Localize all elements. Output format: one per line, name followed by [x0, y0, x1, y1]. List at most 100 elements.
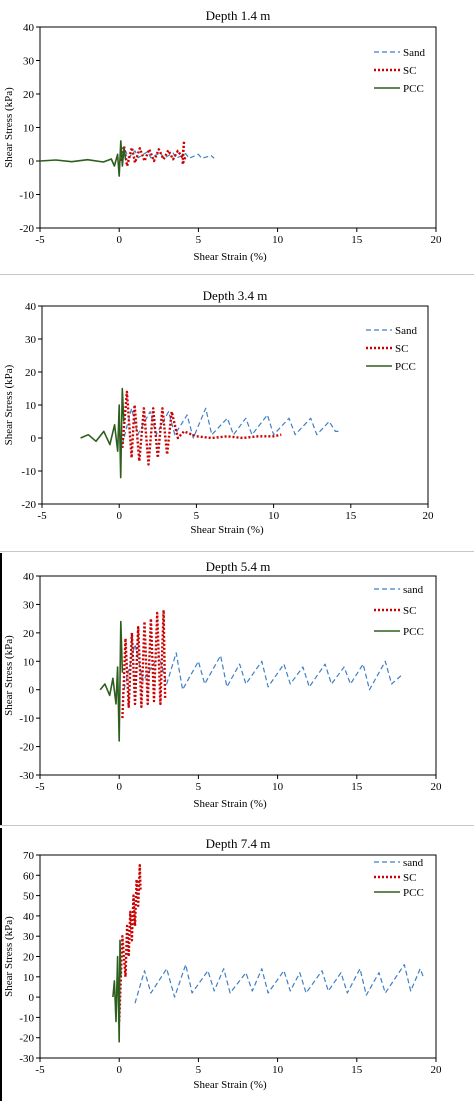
chart-4: -30 -20 -10 0 10 20 30 40 50 60 70 -5 0 5 10 15 20 Depth …	[3, 836, 443, 1091]
legend-label-pcc: PCC	[395, 361, 416, 373]
y-tick-label: -30	[19, 1053, 34, 1065]
series-line-pcc	[112, 939, 122, 1043]
chart-title: Depth 3.4 m	[203, 288, 268, 303]
legend-label-pcc: PCC	[403, 887, 424, 899]
y-tick-label: 60	[23, 870, 35, 882]
y-tick-label: -20	[19, 223, 34, 235]
y-tick-label: 20	[23, 628, 35, 640]
x-tick-label: 15	[351, 234, 363, 246]
x-axis-label: Shear Strain (%)	[190, 524, 264, 536]
y-tick-label: 40	[23, 571, 35, 583]
legend-label-sc: SC	[395, 343, 408, 355]
chart-panel-3: -30 -20 -10 0 10 20 30 40 -5 0 5 10 15 20 Depth 5.4 m S…	[0, 553, 474, 825]
chart-title: Depth 5.4 m	[206, 559, 271, 574]
panel-separator	[0, 551, 474, 552]
x-tick-label: 0	[116, 510, 122, 522]
series-line-pcc	[99, 620, 124, 742]
x-tick-label: 10	[272, 1064, 284, 1076]
x-tick-label: 0	[116, 1064, 122, 1076]
series-line-sc	[121, 390, 282, 466]
series-line-sc	[118, 864, 142, 1022]
y-tick-label: -20	[19, 1033, 34, 1045]
x-tick-label: 10	[268, 510, 280, 522]
y-tick-label: -10	[19, 1012, 34, 1024]
y-tick-label: 10	[23, 656, 35, 668]
x-tick-label: 5	[196, 781, 202, 793]
y-tick-label: 40	[23, 911, 35, 923]
series-line-sand	[123, 643, 402, 691]
panel-left-border	[0, 828, 2, 1101]
legend-label-pcc: PCC	[403, 83, 424, 95]
x-tick-label: 5	[194, 510, 200, 522]
y-tick-label: -10	[19, 190, 34, 202]
y-tick-label: 10	[25, 400, 37, 412]
x-tick-label: 0	[116, 781, 122, 793]
y-tick-label: 30	[23, 931, 35, 943]
x-tick-label: -5	[37, 510, 47, 522]
panel-separator	[0, 825, 474, 826]
y-tick-label: 0	[29, 156, 35, 168]
series-line-sand	[121, 407, 339, 445]
y-tick-label: 0	[31, 433, 37, 445]
x-tick-label: 15	[345, 510, 357, 522]
series-line-sand	[134, 964, 424, 1004]
y-tick-label: 10	[23, 123, 35, 135]
x-tick-label: 15	[351, 1064, 363, 1076]
x-tick-label: -5	[35, 234, 45, 246]
legend-label-pcc: PCC	[403, 626, 424, 638]
x-tick-label: 20	[423, 510, 435, 522]
x-tick-label: 20	[431, 781, 443, 793]
y-tick-label: 0	[29, 992, 35, 1004]
y-tick-label: -30	[19, 770, 34, 782]
chart-panel-1: -20 -10 0 10 20 30 40 -5 0 5 10 15 20 Depth 1.4 m Shea…	[0, 0, 474, 263]
chart-title: Depth 7.4 m	[206, 836, 271, 851]
x-tick-label: 0	[116, 234, 122, 246]
y-tick-label: 20	[25, 367, 37, 379]
y-axis-label: Shear Stress (kPa)	[3, 364, 15, 445]
series-line-sc	[121, 608, 167, 719]
x-tick-label: 10	[272, 234, 284, 246]
chart-2: -20 -10 0 10 20 30 40 -5 0 5 10 15 20 Depth 3.4 m Shea…	[3, 288, 435, 536]
chart-panel-2: -20 -10 0 10 20 30 40 -5 0 5 10 15 20 Depth 3.4 m Shea…	[0, 280, 474, 550]
y-axis-label: Shear Stress (kPa)	[3, 635, 15, 716]
y-tick-label: 40	[25, 301, 37, 313]
series-line-sc	[119, 139, 187, 168]
legend-label-sc: SC	[403, 605, 416, 617]
x-tick-label: -5	[35, 1064, 45, 1076]
chart-panel-4: -30 -20 -10 0 10 20 30 40 50 60 70 -5 0 5 10 15 20 Depth …	[0, 828, 474, 1101]
x-tick-label: 10	[272, 781, 284, 793]
y-tick-label: 20	[23, 89, 35, 101]
x-axis-label: Shear Strain (%)	[193, 798, 267, 810]
y-tick-label: 70	[23, 850, 35, 862]
legend-label-sand: sand	[403, 584, 424, 596]
y-tick-label: -10	[21, 466, 36, 478]
legend-label-sc: SC	[403, 872, 416, 884]
y-tick-label: 30	[23, 599, 35, 611]
x-tick-label: -5	[35, 781, 45, 793]
series-line-sand	[120, 150, 215, 160]
chart-title: Depth 1.4 m	[206, 8, 271, 23]
y-tick-label: -20	[19, 742, 34, 754]
y-axis-label: Shear Stress (kPa)	[3, 916, 15, 997]
y-tick-label: 30	[25, 334, 37, 346]
plot-frame	[41, 305, 429, 505]
legend-label-sand: sand	[403, 857, 424, 869]
legend-label-sand: Sand	[403, 47, 426, 59]
plot-frame	[39, 575, 437, 776]
chart-1: -20 -10 0 10 20 30 40 -5 0 5 10 15 20 Depth 1.4 m Shea…	[3, 8, 442, 263]
y-tick-label: 0	[29, 685, 35, 697]
x-tick-label: 5	[196, 1064, 202, 1076]
x-axis-label: Shear Strain (%)	[193, 1079, 267, 1091]
legend-label-sand: Sand	[395, 325, 418, 337]
y-axis-label: Shear Stress (kPa)	[3, 87, 15, 168]
panel-left-border	[0, 553, 2, 825]
x-axis-label: Shear Strain (%)	[193, 251, 267, 262]
y-tick-label: -10	[19, 713, 34, 725]
series-line-pcc	[80, 387, 125, 479]
x-tick-label: 20	[431, 1064, 443, 1076]
x-tick-label: 15	[351, 781, 363, 793]
y-tick-label: 50	[23, 891, 35, 903]
panel-separator	[0, 274, 474, 275]
chart-3: -30 -20 -10 0 10 20 30 40 -5 0 5 10 15 20 Depth 5.4 m S…	[3, 559, 443, 810]
legend-label-sc: SC	[403, 65, 416, 77]
